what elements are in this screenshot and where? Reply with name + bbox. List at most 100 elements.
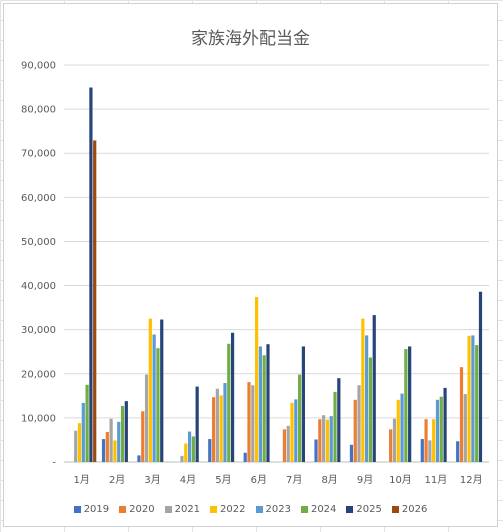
legend-label: 2020 — [129, 504, 155, 515]
bar-2019-12 — [456, 441, 460, 462]
bar-2025-1 — [89, 87, 93, 462]
y-tick-label: 80,000 — [21, 105, 56, 116]
legend-item-2024: 2024 — [300, 504, 337, 515]
bar-2022-10 — [396, 399, 400, 462]
x-tick-label: 12月 — [460, 474, 483, 486]
x-tick-label: 11月 — [425, 474, 448, 486]
bar-2023-10 — [400, 393, 404, 462]
bar-2023-6 — [258, 346, 262, 462]
legend-swatch — [391, 506, 399, 513]
y-tick-label: 40,000 — [21, 281, 56, 292]
bar-2020-2 — [105, 432, 109, 462]
bar-2020-7 — [282, 429, 287, 462]
bar-2021-12 — [463, 394, 467, 462]
x-tick-label: 9月 — [357, 474, 373, 486]
bar-2022-11 — [432, 419, 436, 462]
legend-label: 2026 — [401, 504, 428, 515]
y-tick-label: 30,000 — [21, 325, 56, 336]
bar-2025-4 — [195, 386, 199, 462]
bar-2024-4 — [191, 436, 195, 462]
bar-2024-6 — [262, 355, 266, 462]
legend-swatch — [73, 506, 81, 513]
bar-2022-9 — [361, 318, 365, 462]
bar-2022-12 — [467, 335, 471, 462]
bar-2025-6 — [266, 344, 270, 462]
chart-plot-area: - 10,000 20,000 30,000 40,000 50,000 60,000 70,… — [21, 61, 489, 486]
bar-2025-7 — [301, 346, 306, 462]
legend-swatch — [255, 506, 263, 513]
y-tick-label: 90,000 — [21, 61, 56, 72]
bar-2022-1 — [77, 423, 82, 462]
x-tick-label: 6月 — [251, 474, 267, 486]
bar-2020-3 — [141, 411, 145, 462]
x-tick-label: 7月 — [286, 474, 302, 486]
bar-2019-2 — [101, 439, 106, 462]
bar-2024-1 — [85, 384, 89, 462]
bar-2021-1 — [74, 430, 78, 462]
y-tick-label: 20,000 — [21, 369, 56, 380]
bar-2020-9 — [353, 399, 357, 462]
y-tick-label: - — [52, 458, 56, 469]
bar-2025-12 — [478, 291, 483, 462]
bar-2022-8 — [325, 419, 330, 462]
legend-label: 2023 — [265, 504, 291, 515]
legend-label: 2019 — [83, 504, 110, 515]
bar-2023-3 — [152, 334, 156, 462]
legend-label: 2022 — [220, 504, 246, 515]
bar-2024-10 — [404, 349, 408, 462]
chart-container[interactable]: 家族海外配当金 - 10,000 20,000 30,000 40,000 50,000 6… — [3, 3, 498, 527]
bar-2023-7 — [294, 399, 298, 462]
bar-2022-7 — [290, 402, 294, 462]
x-tick-label: 4月 — [180, 474, 196, 486]
bar-2019-8 — [314, 439, 318, 462]
x-tick-label: 2月 — [109, 474, 125, 486]
bar-2025-8 — [337, 378, 341, 462]
bar-2021-2 — [109, 418, 113, 462]
legend-item-2021: 2021 — [164, 504, 201, 515]
bar-2022-4 — [184, 443, 188, 462]
legend-label: 2025 — [356, 504, 382, 515]
bar-2021-7 — [286, 425, 290, 462]
bar-2023-12 — [471, 335, 475, 462]
bar-2020-12 — [459, 367, 464, 462]
bar-2024-8 — [333, 391, 337, 462]
bar-2021-9 — [357, 385, 361, 462]
bar-2020-11 — [424, 419, 428, 462]
legend-label: 2021 — [174, 504, 201, 515]
bar-2021-4 — [180, 455, 184, 462]
bar-2025-5 — [230, 332, 235, 462]
bar-2022-3 — [148, 318, 152, 462]
bar-2025-11 — [443, 387, 447, 462]
bar-2024-12 — [475, 345, 479, 462]
bar-2023-4 — [187, 431, 192, 462]
bar-2021-10 — [392, 418, 397, 462]
bar-2020-8 — [318, 419, 322, 462]
legend-item-2023: 2023 — [255, 504, 291, 515]
legend-item-2025: 2025 — [346, 504, 382, 515]
bar-2024-5 — [227, 343, 231, 462]
bar-2023-11 — [435, 399, 440, 462]
legend-swatch — [346, 506, 354, 513]
bar-2023-5 — [223, 383, 227, 462]
bar-2024-2 — [120, 405, 125, 462]
bar-2019-3 — [137, 455, 141, 462]
legend-swatch — [164, 506, 172, 513]
bar-2020-10 — [389, 429, 393, 462]
bar-2025-2 — [124, 401, 128, 462]
bar-2021-11 — [428, 440, 432, 462]
legend-swatch — [210, 506, 218, 513]
legend-item-2022: 2022 — [210, 504, 246, 515]
bar-2026-1 — [93, 140, 97, 462]
bar-2021-5 — [215, 388, 219, 462]
bar-2021-3 — [144, 374, 149, 462]
legend-label: 2024 — [310, 504, 337, 515]
bar-2020-5 — [211, 397, 216, 462]
bar-2019-9 — [349, 444, 354, 462]
bar-2020-6 — [247, 382, 251, 462]
bar-2024-7 — [298, 374, 302, 462]
bar-2024-11 — [439, 396, 443, 462]
bar-2019-6 — [243, 452, 247, 462]
legend-swatch — [119, 506, 127, 513]
bar-2021-8 — [322, 415, 326, 462]
legend-swatch — [300, 506, 308, 513]
